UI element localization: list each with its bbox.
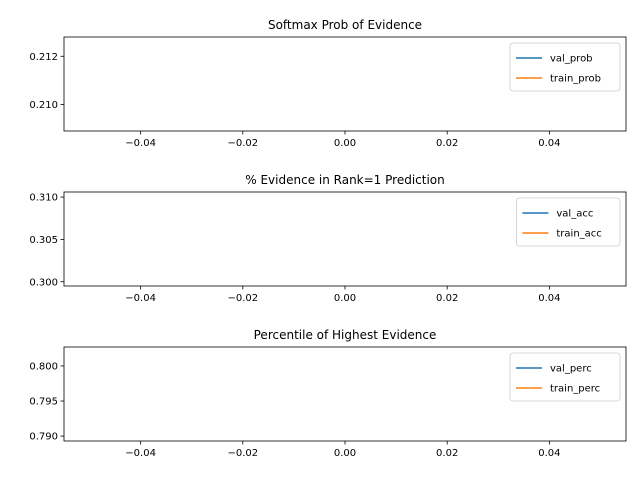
legend: val_acc train_acc <box>516 197 621 247</box>
y-tick-label: 0.790 <box>29 432 58 443</box>
legend-box <box>509 42 621 92</box>
legend-label-val_perc: val_perc <box>550 364 592 375</box>
y-tick-label: 0.305 <box>29 235 58 246</box>
legend-label-val_acc: val_acc <box>556 209 593 220</box>
y-tick-label: 0.310 <box>29 193 58 204</box>
legend-box <box>516 197 621 247</box>
subplot-3: Percentile of Highest Evidence −0.04 −0.02… <box>29 328 627 459</box>
x-tick-label: −0.02 <box>227 448 258 459</box>
y-tick-label: 0.795 <box>29 397 58 408</box>
x-tick-label: −0.04 <box>125 448 156 459</box>
x-tick-label: 0.04 <box>538 448 560 459</box>
chart-title: Softmax Prob of Evidence <box>268 18 422 32</box>
x-tick-label: −0.02 <box>227 138 258 149</box>
chart-title: Percentile of Highest Evidence <box>254 328 437 342</box>
chart-title: % Evidence in Rank=1 Prediction <box>245 173 445 187</box>
subplot-1: Softmax Prob of Evidence −0.04 −0.02 0.00 0.… <box>29 18 627 149</box>
legend: val_prob train_prob <box>509 42 621 92</box>
x-tick-label: 0.00 <box>334 138 356 149</box>
y-tick-label: 0.212 <box>29 52 58 63</box>
y-tick-label: 0.210 <box>29 100 58 111</box>
y-tick-label: 0.800 <box>29 361 58 372</box>
x-tick-label: 0.02 <box>436 448 458 459</box>
x-tick-label: 0.02 <box>436 138 458 149</box>
legend-label-train_prob: train_prob <box>550 74 601 85</box>
legend-box <box>509 352 621 402</box>
x-tick-label: −0.02 <box>227 293 258 304</box>
x-tick-label: 0.00 <box>334 293 356 304</box>
x-tick-label: −0.04 <box>125 138 156 149</box>
subplot-2: % Evidence in Rank=1 Prediction −0.04 −0.0… <box>29 173 627 304</box>
x-tick-label: −0.04 <box>125 293 156 304</box>
x-tick-label: 0.02 <box>436 293 458 304</box>
x-tick-label: 0.04 <box>538 138 560 149</box>
y-tick-label: 0.300 <box>29 277 58 288</box>
legend: val_perc train_perc <box>509 352 621 402</box>
legend-label-train_perc: train_perc <box>550 384 600 395</box>
x-tick-label: 0.00 <box>334 448 356 459</box>
x-tick-label: 0.04 <box>538 293 560 304</box>
legend-label-train_acc: train_acc <box>556 229 601 240</box>
legend-label-val_prob: val_prob <box>550 54 593 65</box>
